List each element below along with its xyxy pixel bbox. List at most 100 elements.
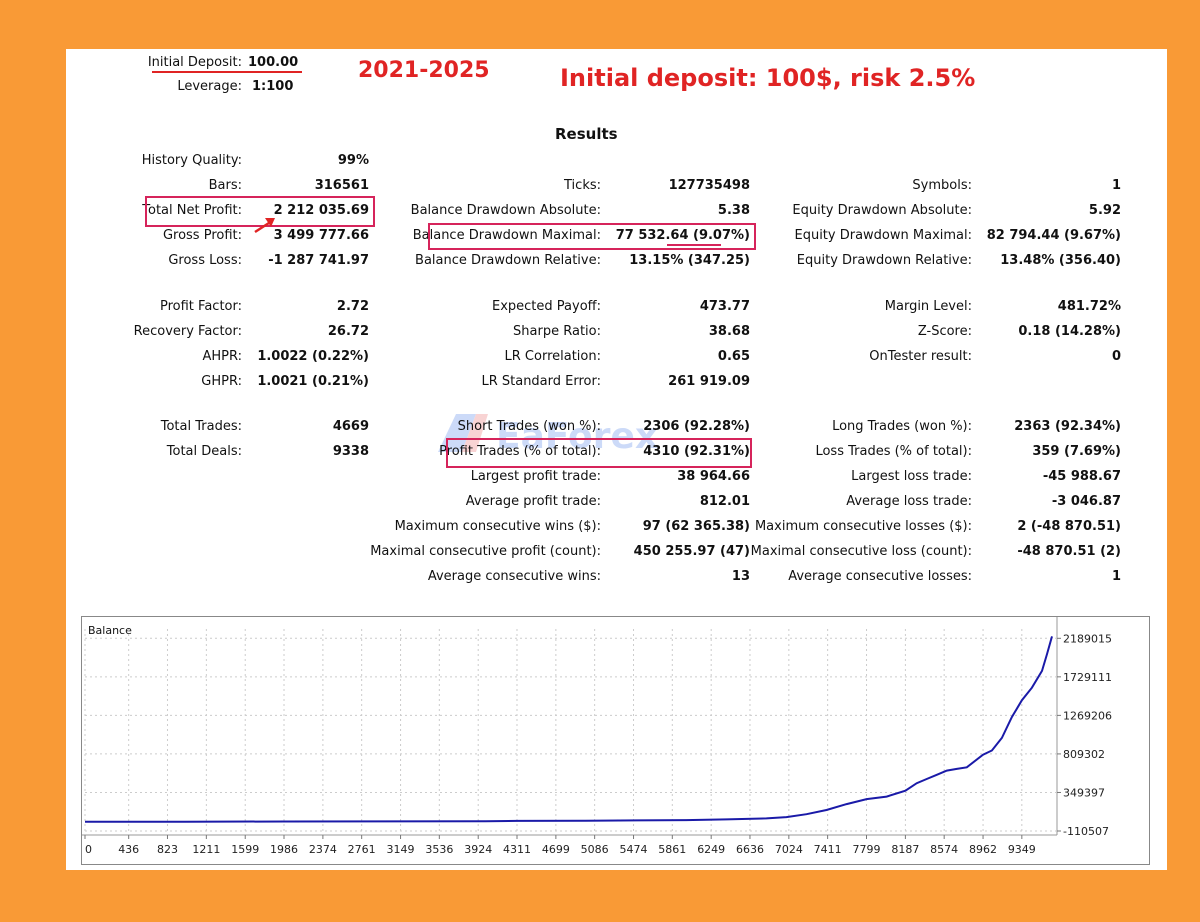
x-tick-label: 0 xyxy=(85,843,92,856)
col1-label-5: Profit Factor: xyxy=(160,299,242,314)
col2-label-14: Average consecutive wins: xyxy=(427,569,601,584)
col2-label-7: LR Standard Error: xyxy=(481,374,601,389)
drawdown-maximal-highlight-box xyxy=(428,223,756,250)
col3-value-13: 1 xyxy=(1111,569,1121,584)
col3-value-2: 82 794.44 (9.67%) xyxy=(986,228,1121,243)
report-panel: Initial Deposit: 100.00 Leverage: 1:100 … xyxy=(66,49,1167,870)
col2-value-13: 450 255.97 (47) xyxy=(633,544,750,559)
col3-value-9: -45 988.67 xyxy=(1042,469,1121,484)
col3-label-5: Z-Score: xyxy=(917,324,972,339)
net-profit-highlight-box xyxy=(145,196,375,227)
col3-value-0: 1 xyxy=(1111,178,1121,193)
col1-value-1: 316561 xyxy=(314,178,369,193)
y-tick-label: 349397 xyxy=(1063,786,1105,799)
x-tick-label: 3149 xyxy=(387,843,415,856)
col2-value-11: 812.01 xyxy=(699,494,750,509)
col2-label-4: Expected Payoff: xyxy=(492,299,601,314)
x-tick-label: 5474 xyxy=(620,843,648,856)
leverage-label: Leverage: xyxy=(177,79,242,94)
col2-value-10: 38 964.66 xyxy=(677,469,750,484)
col1-value-10: 9338 xyxy=(332,444,369,459)
balance-series-line xyxy=(85,636,1053,823)
col3-label-4: Margin Level: xyxy=(884,299,972,314)
col2-label-3: Balance Drawdown Relative: xyxy=(415,253,601,268)
col3-label-7: Long Trades (won %): xyxy=(832,419,972,434)
x-tick-label: 8187 xyxy=(891,843,919,856)
x-tick-label: 4311 xyxy=(503,843,531,856)
x-tick-label: 1599 xyxy=(231,843,259,856)
x-tick-label: 9349 xyxy=(1008,843,1036,856)
col3-value-5: 0.18 (14.28%) xyxy=(1018,324,1121,339)
col1-label-8: GHPR: xyxy=(201,374,242,389)
svg-text:EaForex: EaForex xyxy=(496,416,658,457)
col1-label-4: Gross Loss: xyxy=(168,253,242,268)
y-tick-label: 1269206 xyxy=(1063,709,1112,722)
y-tick-label: 809302 xyxy=(1063,748,1105,761)
col3-value-6: 0 xyxy=(1111,349,1121,364)
x-tick-label: 5086 xyxy=(581,843,609,856)
col1-label-2: Total Net Profit: xyxy=(142,203,242,218)
col1-label-10: Total Deals: xyxy=(166,444,242,459)
col2-value-8: 2306 (92.28%) xyxy=(643,419,750,434)
col2-value-6: 0.65 xyxy=(717,349,750,364)
x-tick-label: 4699 xyxy=(542,843,570,856)
y-tick-label: 2189015 xyxy=(1063,632,1112,645)
col1-label-3: Gross Profit: xyxy=(162,228,242,243)
col1-value-7: 1.0022 (0.22%) xyxy=(257,349,369,364)
col2-value-0: 127735498 xyxy=(668,178,750,193)
col1-label-7: AHPR: xyxy=(202,349,242,364)
x-tick-label: 1986 xyxy=(270,843,298,856)
col2-value-9: 4310 (92.31%) xyxy=(643,444,750,459)
col2-value-7: 261 919.09 xyxy=(668,374,750,389)
col1-value-4: -1 287 741.97 xyxy=(268,253,369,268)
col1-value-9: 4669 xyxy=(332,419,369,434)
col1-value-0: 99% xyxy=(337,153,369,168)
col2-label-10: Largest profit trade: xyxy=(470,469,601,484)
x-tick-label: 5861 xyxy=(658,843,686,856)
col2-value-1: 5.38 xyxy=(717,203,750,218)
col3-value-1: 5.92 xyxy=(1088,203,1121,218)
col3-value-7: 2363 (92.34%) xyxy=(1014,419,1121,434)
col1-value-2: 2 212 035.69 xyxy=(273,203,369,218)
col2-value-4: 473.77 xyxy=(699,299,750,314)
y-tick-label: -110507 xyxy=(1063,825,1109,838)
balance-chart-plot: 0 436 823 1211 1599 1986 2374 2761 3149 3536 3924 4… xyxy=(82,617,1112,856)
col3-label-9: Largest loss trade: xyxy=(851,469,972,484)
col3-value-12: -48 870.51 (2) xyxy=(1017,544,1121,559)
col2-label-8: Short Trades (won %): xyxy=(457,419,601,434)
x-tick-label: 823 xyxy=(157,843,178,856)
col2-value-12: 97 (62 365.38) xyxy=(642,519,750,534)
results-title: Results xyxy=(555,125,618,143)
col3-label-8: Loss Trades (% of total): xyxy=(815,444,972,459)
x-tick-label: 6249 xyxy=(697,843,725,856)
col3-value-3: 13.48% (356.40) xyxy=(1000,253,1121,268)
col2-label-0: Ticks: xyxy=(564,178,601,193)
col3-label-10: Average loss trade: xyxy=(846,494,972,509)
red-arrow-icon xyxy=(254,218,275,234)
col3-label-1: Equity Drawdown Absolute: xyxy=(792,203,972,218)
col1-value-8: 1.0021 (0.21%) xyxy=(257,374,369,389)
col3-label-13: Average consecutive losses: xyxy=(788,569,972,584)
col1-value-3: 3 499 777.66 xyxy=(273,228,369,243)
x-tick-label: 8574 xyxy=(930,843,958,856)
x-tick-label: 1211 xyxy=(192,843,220,856)
x-tick-label: 2761 xyxy=(348,843,376,856)
col2-value-14: 13 xyxy=(731,569,750,584)
col2-label-1: Balance Drawdown Absolute: xyxy=(410,203,601,218)
col2-value-3: 13.15% (347.25) xyxy=(629,253,750,268)
col1-value-6: 26.72 xyxy=(327,324,369,339)
profit-trades-highlight-box xyxy=(446,438,752,468)
y-tick-label: 1729111 xyxy=(1063,671,1112,684)
col1-value-5: 2.72 xyxy=(336,299,369,314)
col3-label-12: Maximal consecutive loss (count): xyxy=(750,544,972,559)
test-note: Initial deposit: 100$, risk 2.5% xyxy=(560,64,976,92)
drawdown-percent-underline xyxy=(667,244,721,246)
col3-label-11: Maximum consecutive losses ($): xyxy=(754,519,972,534)
x-tick-label: 3924 xyxy=(464,843,492,856)
x-tick-label: 6636 xyxy=(736,843,764,856)
col2-label-12: Maximum consecutive wins ($): xyxy=(394,519,601,534)
col3-value-10: -3 046.87 xyxy=(1051,494,1121,509)
x-tick-label: 7024 xyxy=(775,843,803,856)
x-tick-label: 7411 xyxy=(814,843,842,856)
col2-label-9: Profit Trades (% of total): xyxy=(439,444,601,459)
